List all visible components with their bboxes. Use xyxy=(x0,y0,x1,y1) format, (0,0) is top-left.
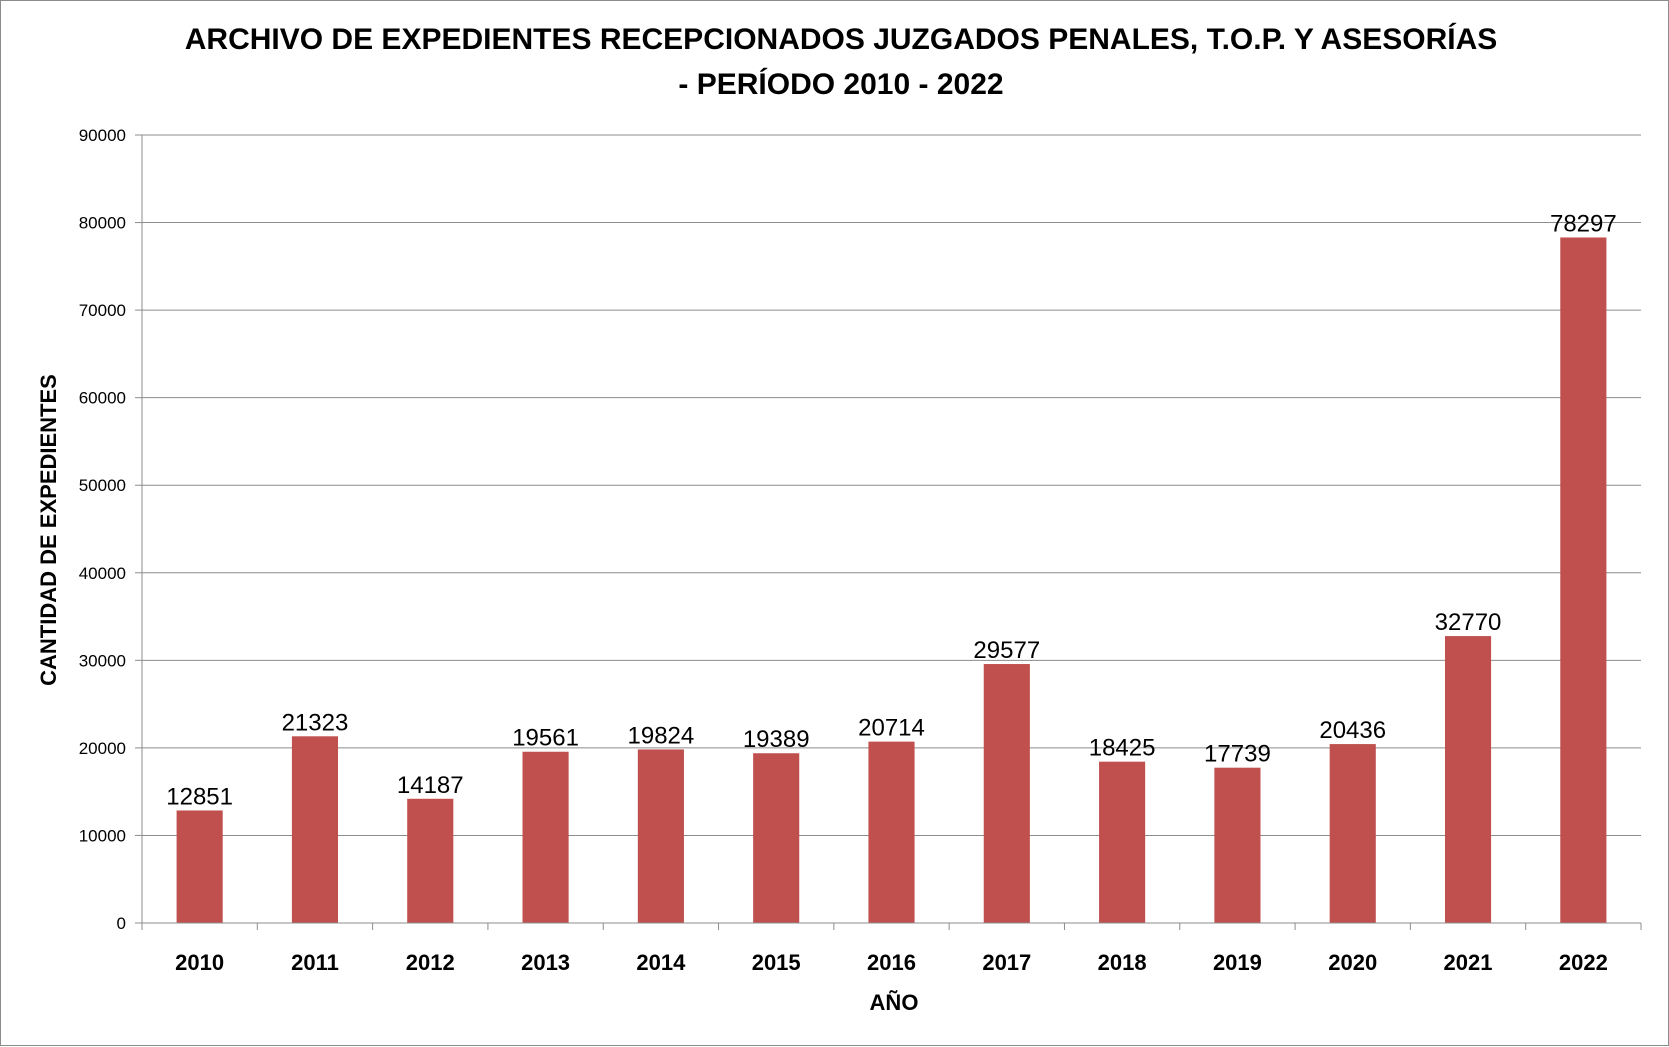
bar-2010 xyxy=(176,810,223,923)
data-label-2013: 19561 xyxy=(512,725,579,752)
data-label-2014: 19824 xyxy=(628,722,695,749)
y-tick-label: 90000 xyxy=(79,126,126,145)
y-tick-label: 10000 xyxy=(79,826,126,845)
data-label-2012: 14187 xyxy=(397,772,464,799)
x-tick-label-2011: 2011 xyxy=(291,950,339,975)
y-tick-label: 70000 xyxy=(79,301,126,320)
data-label-2017: 29577 xyxy=(973,637,1040,664)
bar-2017 xyxy=(983,664,1030,923)
x-tick-label-2017: 2017 xyxy=(982,950,1031,975)
gridlines xyxy=(142,134,1641,836)
data-label-2020: 20436 xyxy=(1319,717,1386,744)
y-tick-label: 0 xyxy=(117,914,126,933)
bar-2019 xyxy=(1214,767,1261,923)
data-labels: 12851 21323 14187 19561 19824 19389 20714 29577… xyxy=(166,210,1616,810)
data-label-2010: 12851 xyxy=(166,783,233,810)
y-tick-label: 50000 xyxy=(79,476,126,495)
y-axis-ticks: 0 10000 20000 30000 40000 50000 60000 70000 8000… xyxy=(79,126,142,933)
bar-2016 xyxy=(868,741,915,923)
x-axis-label: AÑO xyxy=(870,990,919,1015)
data-label-2022: 78297 xyxy=(1550,210,1617,237)
bars xyxy=(176,237,1607,924)
bar-2020 xyxy=(1329,744,1376,923)
x-tick-label-2010: 2010 xyxy=(175,950,224,975)
data-label-2011: 21323 xyxy=(282,709,349,736)
data-label-2018: 18425 xyxy=(1089,735,1156,762)
bar-2018 xyxy=(1099,761,1146,923)
y-tick-label: 30000 xyxy=(79,651,126,670)
x-tick-label-2020: 2020 xyxy=(1328,950,1377,975)
x-axis-ticks: 2010 2011 2012 2013 2014 2015 2016 2017 2018 2019… xyxy=(141,923,1642,975)
y-tick-label: 60000 xyxy=(79,389,126,408)
x-tick-label-2015: 2015 xyxy=(752,950,801,975)
x-tick-label-2014: 2014 xyxy=(636,950,686,975)
bar-2021 xyxy=(1444,636,1492,923)
bar-2012 xyxy=(407,798,454,923)
x-tick-label-2013: 2013 xyxy=(521,950,570,975)
y-axis-label: CANTIDAD DE EXPEDIENTES xyxy=(36,374,61,686)
bar-2015 xyxy=(753,753,800,923)
chart-title-line-1: ARCHIVO DE EXPEDIENTES RECEPCIONADOS JUZ… xyxy=(185,22,1498,56)
data-label-2021: 32770 xyxy=(1435,609,1502,636)
data-label-2015: 19389 xyxy=(743,726,810,753)
bar-2011 xyxy=(291,736,339,923)
x-tick-label-2012: 2012 xyxy=(406,950,455,975)
y-tick-label: 80000 xyxy=(79,214,126,233)
chart-title-line-2: - PERÍODO 2010 - 2022 xyxy=(678,67,1003,101)
x-tick-label-2019: 2019 xyxy=(1213,950,1262,975)
data-label-2019: 17739 xyxy=(1204,741,1271,768)
x-tick-label-2021: 2021 xyxy=(1444,950,1493,975)
bar-2014 xyxy=(637,749,684,923)
bar-2022 xyxy=(1560,237,1607,924)
x-tick-label-2018: 2018 xyxy=(1098,950,1147,975)
bar-2013 xyxy=(522,751,569,923)
y-tick-label: 20000 xyxy=(79,739,126,758)
y-tick-label: 40000 xyxy=(79,564,126,583)
x-tick-label-2016: 2016 xyxy=(867,950,916,975)
x-tick-label-2022: 2022 xyxy=(1559,950,1608,975)
data-label-2016: 20714 xyxy=(858,715,925,742)
